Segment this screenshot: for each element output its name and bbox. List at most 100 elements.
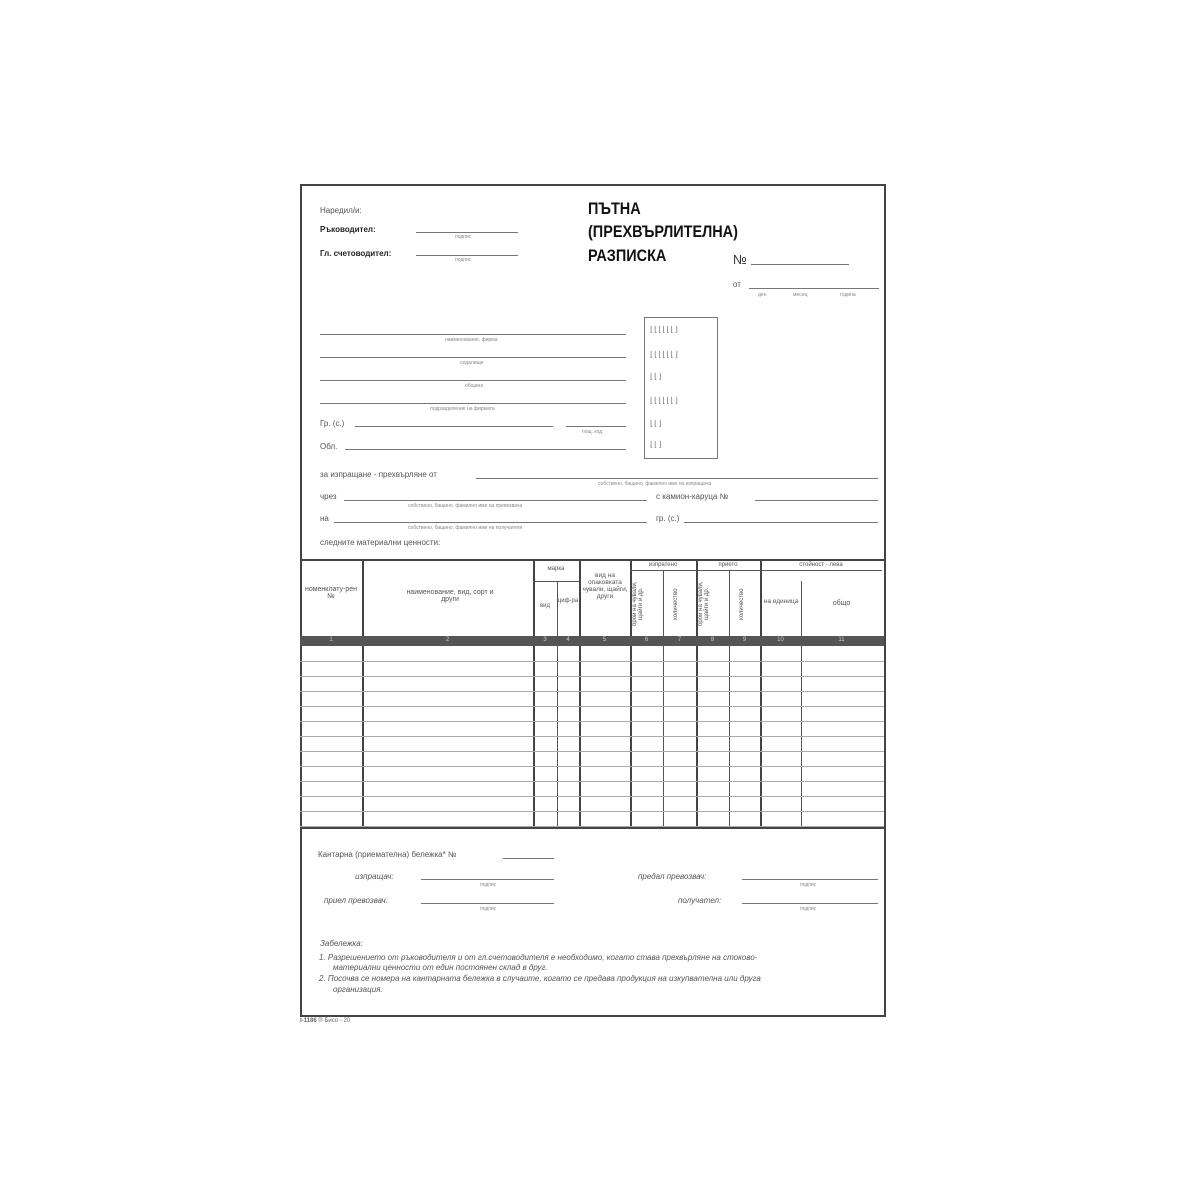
group-divider	[630, 570, 882, 571]
to-hint: собствено, бащино, фамилно име на получа…	[408, 525, 523, 531]
table-column-line	[760, 559, 762, 827]
code-cells[interactable]: ⌊⌊⌋	[650, 419, 663, 428]
table-row[interactable]	[300, 766, 884, 767]
recipient-label: получател:	[678, 896, 722, 905]
seat-field[interactable]	[320, 357, 626, 358]
from-hint: собствено, бащино, фамилно име на изпращ…	[598, 481, 712, 487]
table-row[interactable]	[300, 826, 884, 827]
code-cells[interactable]: ⌊⌊⌋	[650, 372, 663, 381]
company-name-hint: наименование, фирма	[445, 337, 498, 343]
remark-1: 1. Разрешението от ръководителя и от гл.…	[319, 953, 758, 962]
to-field[interactable]	[334, 522, 647, 523]
to-city-field[interactable]	[684, 522, 878, 523]
col-received: прието	[718, 562, 738, 568]
remark-2-cont: организация.	[333, 985, 383, 994]
col-sent: изпратено	[648, 562, 678, 568]
code-cells[interactable]: ⌊⌊⌊⌊⌊⌊⌋	[650, 325, 679, 334]
title-line-2: (ПРЕХВЪРЛИТЕЛНА)	[588, 222, 738, 241]
col-mark: марка	[547, 566, 565, 572]
municipality-field[interactable]	[320, 380, 626, 381]
table-row[interactable]	[300, 706, 884, 707]
via-field[interactable]	[344, 500, 647, 501]
sender-label: изпращач:	[355, 872, 394, 881]
manager-signature-line[interactable]	[416, 232, 518, 233]
title-line-3: РАЗПИСКА	[588, 246, 667, 265]
code-cells[interactable]: ⌊⌊⌊⌊⌊⌊⌋	[650, 396, 679, 405]
form-code-suffix: ® Бисо - 20	[318, 1018, 351, 1024]
table-top-border	[300, 559, 884, 561]
col-mark-type: вид	[539, 603, 551, 609]
table-row[interactable]	[300, 736, 884, 737]
region-label: Обл.	[320, 442, 338, 451]
truck-field[interactable]	[755, 500, 878, 501]
scale-note-field[interactable]	[503, 858, 554, 859]
form-border	[300, 184, 886, 1017]
year-hint: година	[840, 292, 856, 298]
table-row[interactable]	[300, 691, 884, 692]
signature-hint: подпис	[480, 882, 497, 888]
table-row[interactable]	[300, 811, 884, 812]
received-carrier-signature[interactable]	[421, 903, 554, 904]
signature-hint: подпис	[800, 906, 817, 912]
table-row[interactable]	[300, 721, 884, 722]
table-row[interactable]	[300, 676, 884, 677]
handed-carrier-label: предал превозвач:	[638, 872, 707, 881]
postcode-field[interactable]	[566, 426, 626, 427]
signature-hint: подпис	[480, 906, 497, 912]
col-received-count: брой на чували, щайги и др.	[698, 581, 710, 627]
col-number: 9	[742, 637, 747, 643]
col-value: стойност - лева	[799, 562, 843, 568]
received-carrier-label: приел превозвач:	[324, 896, 388, 905]
col-name: наименование, вид, сорт и други	[406, 589, 494, 603]
col-number: 10	[777, 637, 784, 643]
remark-title: Забележка:	[320, 939, 363, 948]
number-field[interactable]	[751, 264, 849, 265]
items-label: следните материални ценности:	[320, 538, 441, 547]
company-name-field[interactable]	[320, 334, 626, 335]
table-row[interactable]	[300, 781, 884, 782]
col-number: 8	[710, 637, 715, 643]
chief-accountant-label: Гл. счетоводител:	[320, 249, 392, 258]
col-sent-count: брой на чували, щайги и др.	[632, 581, 644, 627]
recipient-signature[interactable]	[742, 903, 878, 904]
col-mark-digit: циф-ра	[557, 598, 579, 604]
table-column-line	[801, 581, 802, 827]
accountant-signature-line[interactable]	[416, 255, 518, 256]
table-column-line	[696, 559, 698, 827]
title-line-1: ПЪТНА	[588, 199, 641, 218]
date-from-label: от	[733, 280, 741, 289]
col-total: общо	[832, 600, 851, 607]
sender-signature[interactable]	[421, 879, 554, 880]
table-row[interactable]	[300, 796, 884, 797]
date-field[interactable]	[749, 288, 879, 289]
col-package: вид на опаковката чували, щайги, други	[582, 572, 628, 600]
col-nomenclature: номенклату-рен №	[304, 586, 358, 600]
table-column-line	[729, 570, 730, 827]
number-label: №	[733, 252, 747, 267]
code-cells[interactable]: ⌊⌊⌊⌊⌊⌊⌋	[650, 350, 679, 359]
region-field[interactable]	[345, 449, 626, 450]
code-cells[interactable]: ⌊⌊⌋	[650, 440, 663, 449]
seat-hint: седалище	[460, 360, 484, 366]
scale-note-label: Кантарна (приемателна) бележка* №	[318, 850, 457, 859]
from-field[interactable]	[476, 478, 878, 479]
form-code: I-1186 ® Бисо - 20	[300, 1018, 350, 1024]
remark-1-cont: материални ценности от един постоянен ск…	[333, 963, 548, 972]
to-city-label: гр. (с.)	[656, 514, 680, 523]
table-row[interactable]	[300, 751, 884, 752]
postcode-hint: пощ. код	[582, 429, 603, 435]
table-row[interactable]	[300, 661, 884, 662]
table-column-line	[663, 570, 664, 827]
form-code-number: I-1186	[300, 1018, 317, 1024]
handed-carrier-signature[interactable]	[742, 879, 878, 880]
manager-label: Ръководител:	[320, 225, 376, 234]
col-number: 2	[445, 637, 450, 643]
city-field[interactable]	[355, 426, 553, 427]
table-column-line	[557, 581, 558, 827]
table-column-line	[533, 559, 535, 827]
division-hint: подразделение на фирмата	[430, 406, 495, 412]
signature-hint: подпис	[455, 257, 472, 263]
month-hint: месец	[793, 292, 808, 298]
to-label: на	[320, 514, 329, 523]
division-field[interactable]	[320, 403, 626, 404]
